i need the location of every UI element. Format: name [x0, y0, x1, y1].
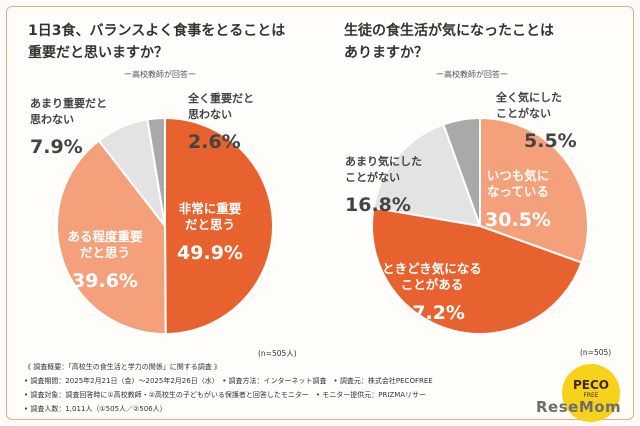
chart-1-slice-3-value: 5.5% [524, 130, 577, 152]
chart-1-slice-3-label-0: 全く気にした [495, 90, 562, 104]
chart-0-slice-2-label-0: あまり重要だと [30, 96, 107, 110]
chart-0-slice-0-value: 49.9% [177, 242, 243, 264]
chart-1-slice-2 [372, 123, 482, 228]
chart-0-slice-0 [164, 116, 275, 336]
chart-0-slice-3-value: 2.6% [188, 131, 241, 153]
logo-sub: FREE [583, 392, 599, 399]
left-chart-subtitle: ー高校教師が回答ー [124, 70, 196, 79]
chart-1-slice-2-label-0: あまり気にした [345, 154, 422, 168]
right-n-label: (n=505) [580, 348, 612, 357]
chart-1-slice-0 [479, 116, 589, 264]
left-title-line-1: 1日3食、バランスよく食事をとることは [28, 23, 286, 39]
chart-0-slice-3 [146, 116, 166, 227]
chart-1-slice-3 [442, 116, 481, 227]
footer-line-2: • 調査期間：2025年2月21日（金）〜2025年2月26日（水） • 調査方… [24, 377, 433, 385]
chart-0-slice-2-label-1: 思わない [30, 113, 74, 126]
chart-0-slice-0-label-1: だと思う [185, 217, 235, 232]
left-n-label: (n=505人) [258, 349, 297, 358]
chart-1-slice-2-label-1: ことがない [345, 170, 400, 184]
chart-0-slice-1-value: 39.6% [72, 270, 138, 292]
logo-text: PECO [573, 378, 609, 392]
footer-line-4: • 調査人数：1,011人（①505人／②506人） [24, 405, 167, 413]
chart-0-slice-2-value: 7.9% [30, 136, 83, 158]
left-title-line-2: 重要だと思いますか？ [28, 45, 168, 61]
pecofree-logo: PECO FREE [562, 364, 620, 422]
resemom-watermark: ReseMom [536, 398, 622, 416]
chart-0-slice-1 [56, 139, 167, 335]
footer-line-1: 《 調査概要：「高校生の食生活と学力の関係」に関する調査 》 [24, 363, 221, 371]
chart-1-slice-0-value: 30.5% [485, 209, 551, 231]
chart-1-slice-1 [371, 206, 583, 335]
chart-0-slice-1-label-1: だと思う [80, 245, 130, 260]
right-title-line-1: 生徒の食生活が気になったことは [344, 23, 554, 39]
right-chart-title: 生徒の食生活が気になったことは ありますか？ [344, 20, 554, 64]
chart-0-slice-3-label-0: 全く重要だと [187, 91, 254, 105]
chart-0-slice-3-label-1: 思わない [188, 108, 232, 121]
chart-1-slice-3-label-1: ことがない [496, 106, 551, 120]
left-chart-title: 1日3食、バランスよく食事をとることは 重要だと思いますか？ [28, 20, 285, 64]
footer-line-3: • 調査対象：調査回答時に①高校教師・②高校生の子どもがいる保護者と回答したモニ… [24, 391, 427, 399]
chart-0-slice-1-label-0: ある程度重要 [67, 229, 143, 244]
chart-1-slice-0-label-0: いつも気に [487, 168, 550, 183]
chart-1-slice-0-label-1: なっている [487, 184, 549, 199]
chart-1-slice-1-label-0: ときどき気になる [382, 261, 482, 276]
chart-1-slice-2-value: 16.8% [345, 194, 411, 216]
chart-1-slice-1-label-1: ことがある [401, 277, 464, 292]
right-chart-subtitle: ー高校教師が回答ー [436, 70, 508, 79]
chart-1-slice-1-value: 47.2% [399, 302, 465, 324]
chart-0-slice-0-label-0: 非常に重要 [179, 201, 242, 216]
right-title-line-2: ありますか？ [344, 45, 428, 61]
